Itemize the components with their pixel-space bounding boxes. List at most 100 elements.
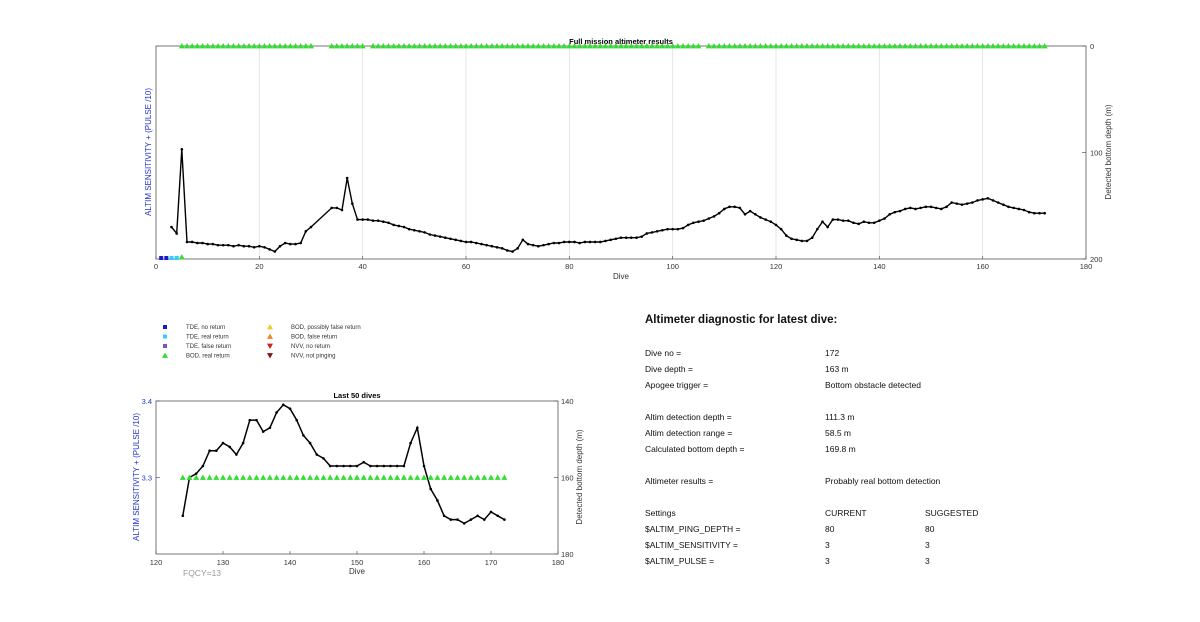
top-depth-point: [227, 243, 230, 247]
top-depth-point: [655, 230, 659, 233]
top-depth-point: [707, 217, 711, 220]
top-x-tick-label: 180: [1080, 262, 1093, 271]
top-bod-real-marker: [902, 43, 909, 49]
top-bod-real-marker: [979, 43, 986, 49]
top-bod-real-marker: [742, 43, 748, 49]
top-bod-real-marker: [1041, 43, 1048, 49]
top-depth-point: [661, 228, 664, 232]
top-depth-point: [469, 240, 473, 244]
top-depth-point: [242, 244, 246, 248]
top-x-tick-label: 160: [976, 262, 989, 271]
top-bod-real-marker: [995, 43, 1002, 49]
bottom-bod-real-marker: [333, 474, 340, 480]
bottom-depth-point: [221, 441, 225, 445]
top-depth-point: [810, 236, 814, 239]
dive-no-label: Dive no =: [645, 348, 682, 358]
top-bod-real-marker: [607, 43, 614, 49]
top-bod-real-marker: [592, 43, 599, 49]
top-depth-point: [960, 203, 964, 206]
bottom-depth-point: [476, 514, 479, 518]
top-bod-real-marker: [437, 43, 444, 49]
bottom-depth-point: [302, 434, 305, 437]
top-bod-real-marker: [788, 43, 795, 49]
top-x-tick-label: 80: [565, 262, 573, 271]
top-depth-point: [490, 244, 494, 248]
bottom-left-tick-label: 3.4: [142, 397, 152, 406]
top-depth-point: [1012, 206, 1015, 210]
top-depth-point: [733, 205, 736, 209]
det-depth-value: 111.3 m: [825, 412, 855, 422]
top-bod-real-marker: [209, 43, 216, 49]
bottom-bod-real-marker: [233, 474, 240, 480]
top-bod-real-marker: [504, 43, 511, 49]
legend-label: NVV, no return: [291, 344, 330, 350]
bottom-depth-point: [282, 403, 285, 407]
top-bod-real-marker: [447, 43, 454, 49]
top-depth-point: [893, 210, 897, 214]
setting-row: $ALTIM_PULSE = 3 3: [645, 556, 930, 568]
top-depth-point: [552, 241, 556, 245]
top-bod-real-marker: [1021, 43, 1027, 49]
top-bod-real-marker: [680, 43, 686, 49]
bottom-bod-real-marker: [199, 474, 206, 480]
top-bod-real-marker: [1036, 43, 1043, 49]
top-depth-point: [299, 241, 302, 245]
top-bod-real-marker: [933, 43, 940, 49]
bottom-depth-point: [241, 441, 245, 445]
top-bod-real-marker: [819, 43, 826, 49]
top-bod-real-marker: [215, 43, 221, 49]
bottom-depth-point: [369, 464, 372, 468]
top-bod-real-marker: [654, 43, 661, 49]
bottom-depth-point: [429, 487, 433, 491]
setting-current: 3: [825, 556, 830, 566]
top-bod-real-marker: [240, 43, 247, 49]
top-status-marker: [174, 256, 179, 260]
top-bod-real-marker: [344, 43, 351, 49]
det-range-row: Altim detection range = 58.5 m: [645, 428, 851, 440]
bottom-bod-real-marker: [260, 474, 267, 480]
bottom-bod-real-marker: [246, 474, 253, 480]
calc-depth-label: Calculated bottom depth =: [645, 444, 745, 454]
top-bod-real-marker: [178, 43, 185, 49]
bottom-bod-real-marker: [226, 474, 233, 480]
setting-row: $ALTIM_PING_DEPTH = 80 80: [645, 524, 934, 536]
top-bod-real-marker: [556, 43, 562, 49]
top-depth-point: [418, 230, 421, 233]
top-depth-point: [676, 227, 680, 231]
top-depth-point: [557, 241, 561, 245]
top-bod-real-marker: [401, 43, 407, 49]
top-depth-point: [433, 234, 437, 237]
top-depth-point: [547, 242, 550, 246]
bottom-depth-point: [194, 472, 198, 475]
top-depth-point: [883, 217, 886, 220]
legend-marker: [163, 325, 167, 329]
top-depth-point: [666, 227, 669, 231]
top-bod-real-marker: [416, 43, 423, 49]
top-bod-real-marker: [261, 43, 268, 49]
legend-marker: [163, 334, 167, 339]
top-bod-real-marker: [478, 43, 485, 49]
top-bod-real-marker: [561, 43, 568, 49]
bottom-depth-point: [268, 426, 272, 430]
top-depth-point: [485, 243, 488, 247]
top-depth-point: [578, 241, 581, 245]
top-depth-point: [867, 221, 871, 225]
bottom-depth-point: [215, 449, 218, 453]
setting-current: 3: [825, 540, 830, 550]
top-left-axis-label: ALTIM SENSITIVITY + (PULSE /10): [144, 88, 153, 216]
full-mission-chart: Full mission altimeter results Dive ALTI…: [144, 37, 1113, 281]
top-depth-point: [717, 211, 721, 215]
bottom-bod-real-marker: [347, 474, 354, 480]
top-depth-point: [723, 207, 726, 211]
legend-marker: [267, 353, 273, 359]
top-depth-point: [754, 212, 757, 216]
bottom-bod-real-marker: [300, 474, 307, 480]
top-x-tick-label: 120: [770, 262, 783, 271]
top-depth-point: [268, 248, 271, 251]
bottom-bod-real-marker: [421, 474, 427, 480]
top-bod-real-marker: [333, 43, 340, 49]
top-depth-point: [588, 240, 592, 244]
top-bod-real-marker: [271, 43, 278, 49]
results-row: Altimeter results = Probably real bottom…: [645, 476, 940, 488]
top-depth-point: [423, 231, 426, 234]
